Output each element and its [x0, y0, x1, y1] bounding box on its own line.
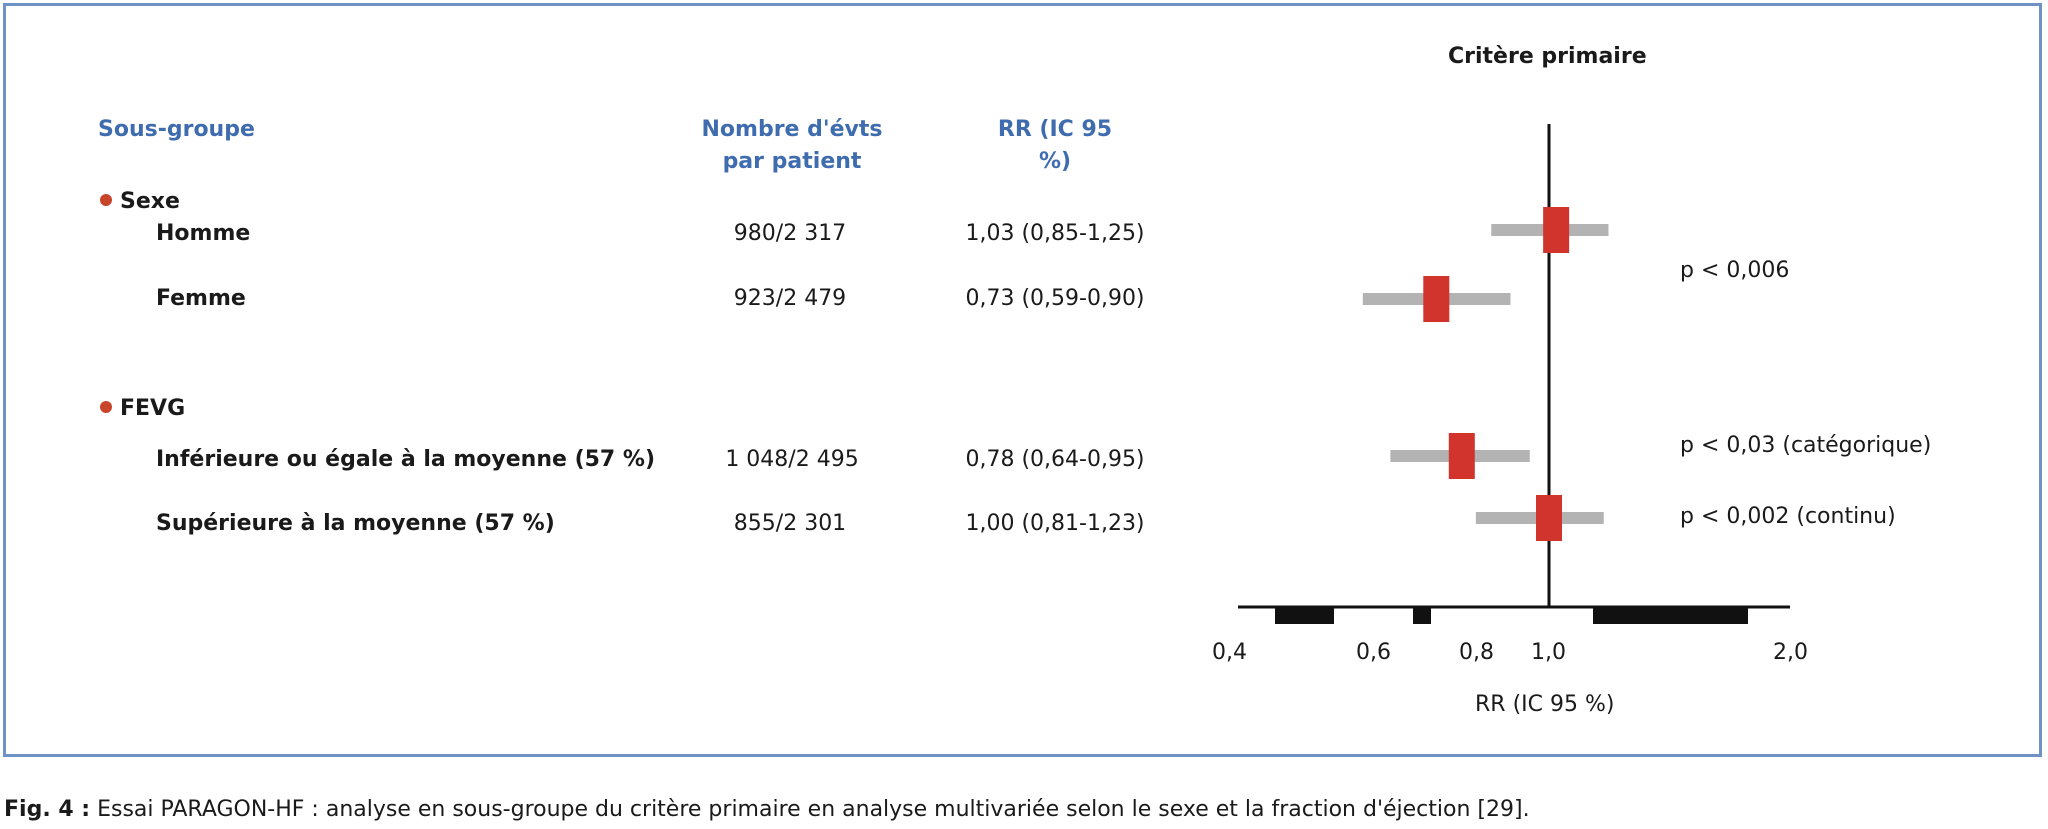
x-tick-label: 0,4 [1212, 640, 1247, 665]
forest-plot [1238, 124, 1790, 624]
row-rr-homme: 1,03 (0,85-1,25) [965, 221, 1145, 246]
x-tick-label: 0,8 [1459, 640, 1494, 665]
row-label-fevg-inferieure: Inférieure ou égale à la moyenne (57 %) [156, 447, 655, 472]
x-tick-label: 0,6 [1356, 640, 1391, 665]
header-rr: RR (IC 95 %) [997, 117, 1113, 174]
figure-frame [3, 3, 2042, 757]
caption-label: Fig. 4 : [4, 797, 91, 822]
group-bullet [100, 194, 112, 206]
group-label-sexe: Sexe [100, 189, 180, 214]
row-events-femme: 923/2 479 [733, 286, 847, 311]
header-subgroup: Sous-groupe [98, 117, 255, 142]
figure-caption: Fig. 4 : Essai PARAGON-HF : analyse en s… [4, 797, 1530, 822]
row-label-fevg-superieure: Supérieure à la moyenne (57 %) [156, 511, 555, 536]
x-axis-label: RR (IC 95 %) [1475, 692, 1615, 717]
row-rr-fevg-superieure: 1,00 (0,81-1,23) [965, 511, 1145, 536]
p-value-fevg-categorique: p < 0,03 (catégorique) [1680, 433, 1932, 458]
row-events-fevg-inferieure: 1 048/2 495 [725, 447, 859, 472]
point-estimate [1448, 433, 1475, 479]
p-value-fevg-continu: p < 0,002 (continu) [1680, 504, 1896, 529]
axis-segment [1275, 607, 1334, 624]
row-label-homme: Homme [156, 221, 251, 246]
row-events-homme: 980/2 317 [733, 221, 847, 246]
p-value-sexe: p < 0,006 [1680, 258, 1790, 283]
header-events: Nombre d'évts par patient [701, 117, 883, 174]
axis-segment [1413, 607, 1431, 624]
x-tick-label: 1,0 [1531, 640, 1566, 665]
point-estimate [1536, 495, 1562, 541]
caption-text: Essai PARAGON-HF : analyse en sous-group… [90, 797, 1530, 822]
axis-segment [1593, 607, 1748, 624]
row-events-fevg-superieure: 855/2 301 [733, 511, 847, 536]
row-label-femme: Femme [156, 286, 246, 311]
point-estimate [1423, 276, 1450, 322]
group-label-fevg: FEVG [100, 396, 185, 421]
group-bullet [100, 401, 112, 413]
row-rr-fevg-inferieure: 0,78 (0,64-0,95) [965, 447, 1145, 472]
x-tick-label: 2,0 [1773, 640, 1808, 665]
point-estimate [1543, 207, 1570, 253]
row-rr-femme: 0,73 (0,59-0,90) [965, 286, 1145, 311]
chart-title: Critère primaire [1448, 44, 1647, 69]
